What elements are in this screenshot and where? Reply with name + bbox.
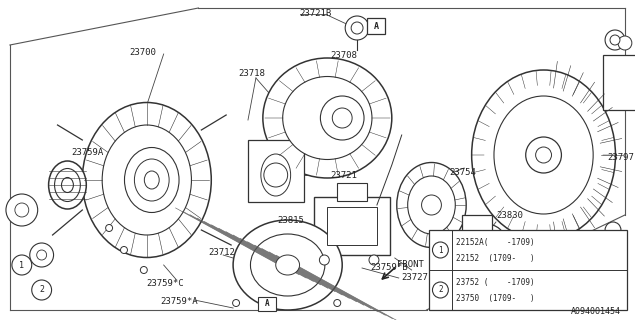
Ellipse shape: [145, 171, 159, 189]
Text: 23721: 23721: [330, 171, 357, 180]
Bar: [462, 215, 492, 250]
Circle shape: [15, 203, 29, 217]
Text: 23700: 23700: [129, 47, 156, 57]
Circle shape: [605, 30, 625, 50]
Ellipse shape: [83, 102, 211, 258]
Bar: [337, 183, 367, 201]
Circle shape: [433, 282, 449, 298]
Text: A: A: [264, 300, 269, 308]
Circle shape: [32, 280, 52, 300]
Circle shape: [29, 243, 54, 267]
Ellipse shape: [125, 148, 179, 212]
Circle shape: [334, 300, 340, 307]
Text: 2: 2: [438, 285, 443, 294]
Text: 23708: 23708: [330, 51, 357, 60]
Ellipse shape: [408, 176, 455, 234]
Circle shape: [332, 108, 352, 128]
Text: 23718: 23718: [238, 68, 265, 77]
Circle shape: [422, 195, 442, 215]
Circle shape: [536, 147, 552, 163]
Ellipse shape: [134, 159, 169, 201]
Text: 23754: 23754: [449, 167, 476, 177]
Bar: [367, 18, 385, 34]
Ellipse shape: [61, 178, 74, 193]
Text: 23815: 23815: [278, 215, 305, 225]
Text: A: A: [373, 21, 378, 30]
Circle shape: [36, 250, 47, 260]
Circle shape: [618, 36, 632, 50]
Circle shape: [232, 300, 239, 307]
Ellipse shape: [472, 70, 616, 240]
Ellipse shape: [49, 161, 86, 209]
Text: 22152  (1709-   ): 22152 (1709- ): [456, 253, 535, 262]
Text: 23830: 23830: [496, 211, 523, 220]
Ellipse shape: [276, 255, 300, 275]
Circle shape: [264, 163, 287, 187]
Circle shape: [319, 255, 330, 265]
Text: 23759*B: 23759*B: [370, 262, 408, 271]
Ellipse shape: [475, 231, 497, 249]
Text: 23797: 23797: [607, 153, 634, 162]
Circle shape: [12, 255, 32, 275]
Circle shape: [6, 194, 38, 226]
Text: 23752 (    -1709): 23752 ( -1709): [456, 277, 535, 286]
Text: 23759*C: 23759*C: [147, 278, 184, 287]
Ellipse shape: [494, 96, 593, 214]
Ellipse shape: [261, 154, 291, 196]
Circle shape: [525, 137, 561, 173]
Ellipse shape: [233, 220, 342, 310]
Ellipse shape: [102, 125, 191, 235]
Ellipse shape: [467, 224, 505, 256]
Text: 23727: 23727: [402, 274, 429, 283]
Circle shape: [140, 267, 147, 274]
Ellipse shape: [250, 234, 325, 296]
Text: 22152A(    -1709): 22152A( -1709): [456, 237, 535, 246]
Circle shape: [351, 22, 363, 34]
Text: A0940O1454: A0940O1454: [570, 308, 620, 316]
Text: 23721B: 23721B: [300, 9, 332, 18]
Bar: [429, 230, 627, 310]
Text: 2: 2: [39, 285, 44, 294]
Bar: [258, 297, 276, 311]
Text: 23750  (1709-   ): 23750 (1709- ): [456, 293, 535, 302]
Ellipse shape: [263, 58, 392, 178]
Text: 1: 1: [438, 245, 443, 254]
Bar: [248, 140, 303, 202]
Circle shape: [369, 255, 379, 265]
Ellipse shape: [54, 169, 81, 202]
Text: 23712: 23712: [208, 247, 235, 257]
Bar: [327, 207, 377, 245]
Ellipse shape: [397, 163, 466, 247]
Circle shape: [345, 16, 369, 40]
Text: 1: 1: [19, 260, 24, 269]
Bar: [603, 55, 638, 110]
Circle shape: [106, 225, 113, 231]
Text: 23759A: 23759A: [72, 148, 104, 156]
Text: FRONT: FRONT: [397, 260, 424, 269]
Circle shape: [321, 96, 364, 140]
Text: 23759*A: 23759*A: [161, 298, 198, 307]
Circle shape: [610, 35, 620, 45]
Circle shape: [120, 246, 127, 253]
Circle shape: [433, 242, 449, 258]
Ellipse shape: [283, 76, 372, 159]
Circle shape: [605, 222, 621, 238]
Bar: [314, 197, 390, 255]
